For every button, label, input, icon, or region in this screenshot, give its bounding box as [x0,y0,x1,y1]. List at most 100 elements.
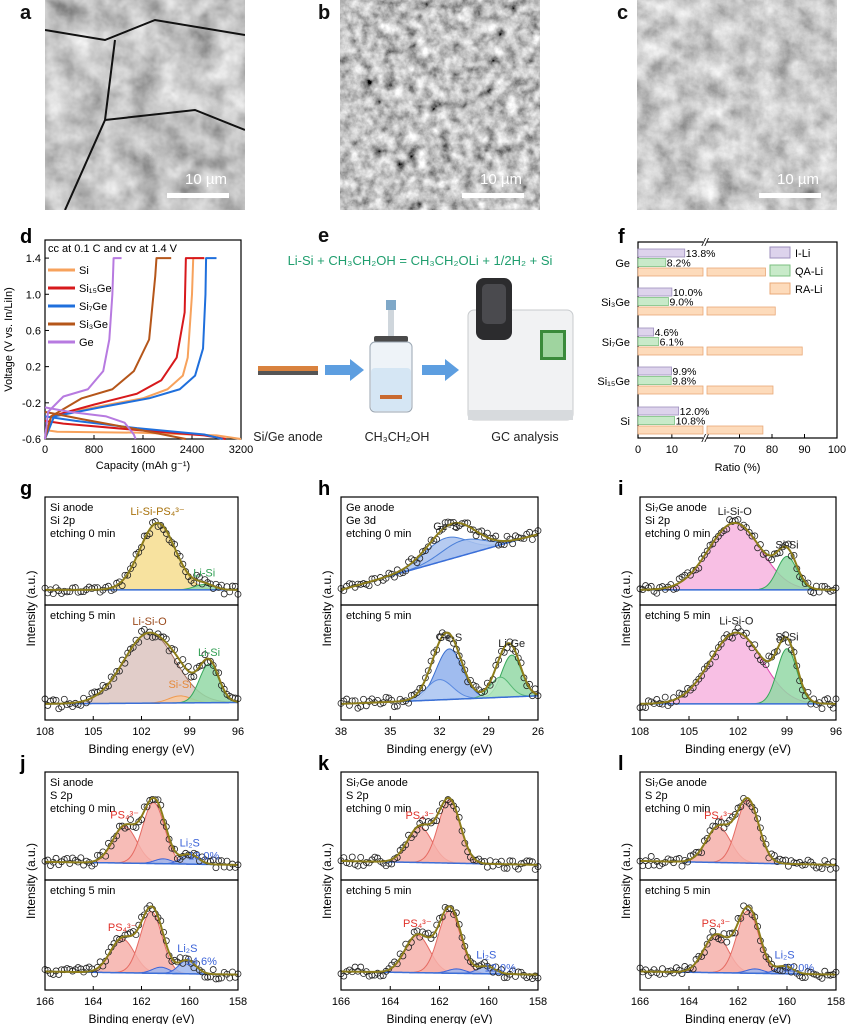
data-point [201,651,209,659]
peak-label: PS₄³⁻ [108,922,137,934]
x-axis-label: Capacity (mAh g⁻¹) [96,460,190,472]
y-tick-label: 0.6 [26,325,41,337]
y-tick-label: -0.2 [22,398,41,410]
legend-swatch [769,282,791,295]
data-point [503,864,511,872]
data-point [91,688,99,696]
y-axis-label: Voltage (V vs. In/LiIn) [3,287,15,392]
data-point [695,848,703,856]
peak-label: Si-Si [775,539,798,551]
data-point [140,911,148,919]
bar-qa-li [637,297,669,306]
arrow-icon [422,359,459,381]
data-point [512,648,519,656]
x-tick-label: 166 [36,996,54,1008]
legend-label: Si₇Ge [79,301,107,313]
peak-label: Li-Si [198,647,220,659]
bar-value-label: 9.8% [672,376,696,388]
data-point [642,966,649,974]
annotation: etching 5 min [50,885,115,897]
data-point [357,853,365,861]
bar-value-label: 12.0% [680,406,710,418]
envelope-fit-line [44,796,239,866]
data-point [444,905,452,913]
peak-label: PS₄³⁻ [405,810,434,822]
data-point [176,954,184,962]
x-tick-label: 800 [85,444,103,456]
x-tick-label: 96 [232,726,244,738]
data-point [351,963,359,971]
y-tick-label: 1.0 [26,289,41,301]
data-point [47,970,54,977]
data-point [447,905,455,912]
data-point [689,567,697,574]
data-point [717,640,725,648]
data-point [212,864,220,872]
peak-percentage: 12.0% [783,962,814,974]
annotation: etching 0 min [645,528,710,540]
data-point [436,807,443,815]
bar-value-label: 8.2% [667,258,691,270]
legend-label: Si₁₅Ge [79,283,112,295]
data-point [703,547,711,555]
bar-qa-li [637,258,667,267]
data-point [500,974,508,982]
vial-icon [369,300,413,413]
data-point [371,853,379,861]
scale-bar-label: 10 µm [777,171,819,188]
scale-bar [167,193,229,198]
peak-percentage: 14.6% [186,956,217,968]
envelope-fit-line [44,905,239,976]
bar-value-label: 4.6% [655,327,679,339]
x-tick-label: 158 [827,996,845,1008]
annotation: Si₇Ge anode [346,777,408,789]
x-tick-label: 108 [36,726,54,738]
x-tick-label: 2400 [180,444,204,456]
annotation: Si 2p [50,515,75,527]
x-axis-label: Binding energy (eV) [386,1012,492,1024]
x-tick-label: 99 [184,726,196,738]
reaction-equation: Li-Si + CH₃CH₂OH = CH₃CH₂OLi + 1/2H₂ + S… [287,253,553,268]
panel-label-a: a [20,2,32,24]
data-point [388,696,396,704]
envelope-fit-line [340,631,539,705]
data-point [506,638,514,646]
axis-break-icon: // [701,433,709,445]
data-point [223,857,231,865]
sem-image-b: 10 µm [340,0,540,210]
annotation: etching 0 min [346,528,411,540]
bar-i-li [637,366,672,376]
y-axis-label: Intensity (a.u.) [24,843,38,919]
data-point [388,860,396,868]
data-point [645,862,652,869]
data-point [357,963,365,971]
anode-pellet-icon [258,366,318,375]
envelope-fit-line [44,631,239,705]
peak-label: Li₂S [180,837,200,849]
data-point [393,702,401,710]
peak-label: Li-Si-PS₄³⁻ [130,506,184,518]
data-point [215,975,223,983]
panel-label-k: k [318,753,330,775]
x-tick-label: 105 [84,726,102,738]
envelope-fit-line [639,905,837,976]
data-point [132,824,140,831]
x-tick-label: 158 [229,996,247,1008]
annotation: etching 5 min [645,885,710,897]
data-point [717,936,725,944]
envelope-fit-line [639,521,837,591]
peak-percentage: 12.0% [485,962,516,974]
bar-value-label: 13.8% [686,248,716,260]
y-tick-label: -0.6 [22,434,41,446]
data-point [220,590,228,598]
annotation: etching 0 min [50,528,115,540]
data-point [113,667,121,675]
panel-label-f: f [618,226,625,248]
bar-ra-li [637,267,704,277]
data-point [91,970,99,978]
series-line-discharge [44,428,242,440]
envelope-fit-line [639,796,837,866]
annotation: etching 5 min [346,885,411,897]
